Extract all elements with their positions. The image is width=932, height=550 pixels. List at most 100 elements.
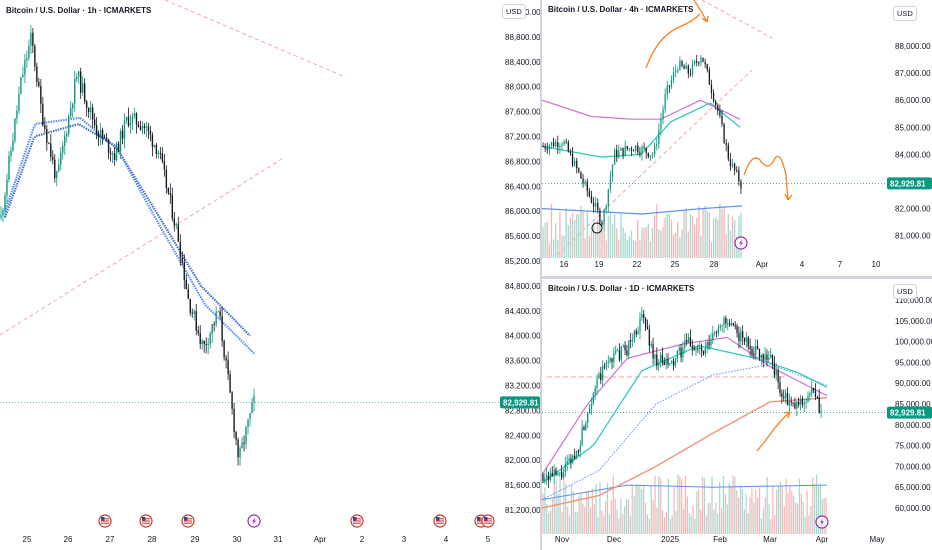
volume-bar [595,233,597,258]
chart-pane-1h[interactable]: 89,200.0088,800.0088,400.0088,000.0087,6… [0,0,540,550]
lightning-icon[interactable] [247,514,261,528]
time-axis-label: 27 [106,535,115,544]
candle-body [662,109,664,120]
volume-bar [806,490,808,534]
volume-bar [713,509,715,534]
circle-marker[interactable] [591,222,603,234]
pane-divider-vertical[interactable] [540,0,542,550]
trend-line-upper[interactable] [164,0,346,78]
volume-bar [777,485,780,534]
candle-body [729,159,732,167]
candle-body [576,160,578,169]
us-flag-icon[interactable] [98,514,112,528]
volume-bar [783,506,785,534]
candle-body [247,419,249,428]
chart-canvas-4h[interactable]: 88,000.00 87,000.00 86,000.00 85,000.00 84,0… [542,0,932,276]
trend-line-lower[interactable] [0,156,286,336]
price-axis-label: 86,000.00 [505,207,540,216]
annotation-curve[interactable] [645,13,701,69]
candle-body [770,354,772,358]
candle-body [577,451,580,453]
volume-bar [632,240,635,258]
volume-bar [675,233,677,258]
candle-body [169,193,172,195]
candle-body [649,155,652,157]
candle-body [171,194,174,219]
volume-bar [684,475,687,534]
candle-body [650,343,652,346]
candle-body [805,401,807,403]
volume-bar [717,513,719,534]
lightning-icon[interactable] [734,236,748,250]
trend-line-lower[interactable] [556,69,753,256]
volume-bar [739,485,742,534]
candle-body [233,408,235,432]
volume-bar [662,510,664,534]
candle-body [792,402,794,404]
candle-body [175,224,178,226]
us-flag-icon[interactable] [481,514,495,528]
candle-body [109,152,112,155]
candle-body [213,323,215,325]
price-axis-label: 82,000.00 [505,456,540,465]
pane-divider-horizontal[interactable] [542,276,932,279]
candle-body [253,396,255,403]
moving-average-magenta [542,99,741,120]
chart-pane-1d[interactable]: 110,000.00 105,000.00 100,000.00 95,000.00 9… [542,279,932,550]
candle-body [559,145,561,148]
time-axis-label: Mar [763,535,777,544]
candle-body [217,311,219,313]
currency-label[interactable]: USD [893,284,917,299]
candle-body [624,345,626,351]
chart-pane-4h[interactable]: 88,000.00 87,000.00 86,000.00 85,000.00 84,0… [542,0,932,276]
volume-bar [624,232,626,258]
candle-body [568,458,570,462]
candle-body [125,116,128,121]
candle-body [52,156,54,160]
candle-body [600,373,602,381]
annotation-arrow[interactable] [756,411,791,452]
candle-body [717,104,719,111]
moving-average-50 [542,345,828,484]
candle-body [687,337,690,343]
candle-body [211,323,213,334]
volume-bar [635,484,637,534]
candle-body [760,354,762,359]
us-flag-icon[interactable] [433,514,447,528]
us-flag-icon[interactable] [181,514,195,528]
annotation-projection[interactable] [743,155,793,201]
volume-bar [779,481,782,534]
us-flag-icon[interactable] [350,514,364,528]
candle-body [645,147,647,153]
chart-canvas-1d[interactable]: 110,000.00 105,000.00 100,000.00 95,000.00 9… [542,279,932,550]
currency-label[interactable]: USD [502,4,526,19]
candle-body [551,473,553,476]
price-axis-label: 88,000.00 [505,83,540,92]
candle-body [712,92,715,102]
volume-bar [776,489,778,534]
candle-body [557,142,559,148]
us-flag-icon[interactable] [139,514,153,528]
lightning-icon[interactable] [815,515,829,529]
last-price-badge: 82,929.81 [890,179,926,188]
candle-body [189,298,191,313]
price-axis-label: 83,600.00 [505,357,540,366]
volume-bar [555,478,557,534]
candle-body [54,159,56,179]
volume-bar [704,205,706,258]
currency-label[interactable]: USD [893,6,917,21]
price-axis-label: 84,800.00 [505,282,540,291]
trend-line-upper[interactable] [701,0,773,39]
candle-body [573,160,576,166]
candle-body [83,83,86,102]
volume-bar [548,512,550,534]
candle-body [177,224,180,242]
annotation-arrow-down[interactable] [693,0,709,23]
candle-body [119,130,122,152]
time-axis-label: Apr [314,535,327,544]
volume-bar [611,223,614,258]
candle-body [708,342,710,346]
chart-canvas-1h[interactable]: 89,200.0088,800.0088,400.0088,000.0087,6… [0,0,540,550]
candle-body [671,361,673,364]
candle-body [179,241,181,258]
